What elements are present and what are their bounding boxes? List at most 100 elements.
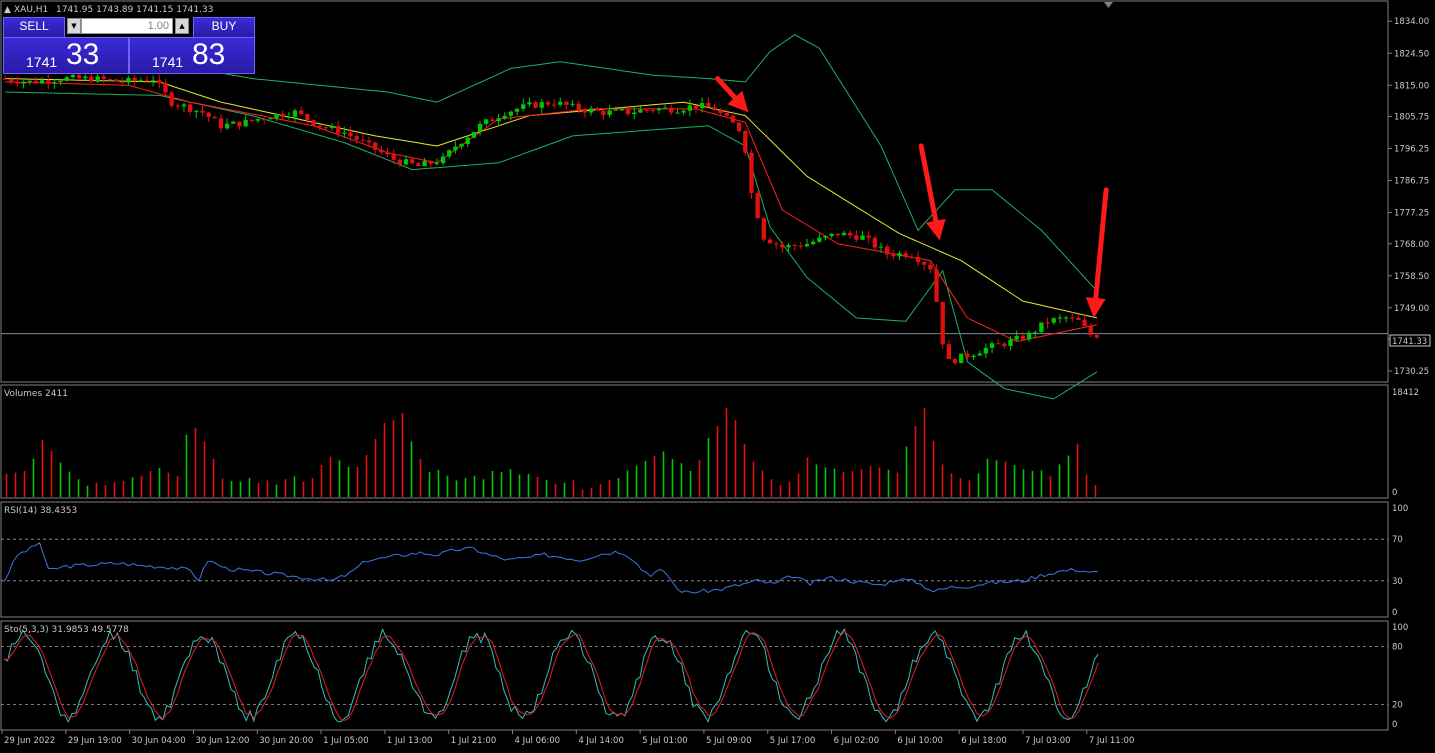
- rsi-axis-label: 100: [1392, 504, 1408, 514]
- time-axis-label: 29 Jun 19:00: [68, 736, 122, 746]
- sto-main-line: [3, 627, 1099, 723]
- time-axis-label: 29 Jun 2022: [4, 736, 55, 746]
- candle-body: [113, 79, 119, 82]
- rsi-axis-label: 70: [1392, 535, 1403, 545]
- candle-body: [767, 239, 773, 244]
- sto-axis-label: 0: [1392, 720, 1397, 730]
- candle-body: [70, 74, 76, 78]
- lot-decrease-button[interactable]: ▼: [67, 18, 81, 34]
- candle-body: [360, 139, 366, 141]
- candle-body: [46, 80, 51, 84]
- candle-body: [292, 110, 298, 117]
- candle-body: [601, 110, 606, 115]
- candle-body: [625, 109, 631, 115]
- candle-body: [323, 127, 329, 129]
- candle-body: [342, 132, 347, 134]
- candle-body: [533, 102, 538, 108]
- price-axis-label: 1796.25: [1394, 145, 1429, 155]
- time-axis-label: 7 Jul 11:00: [1089, 736, 1135, 746]
- candle-body: [39, 80, 45, 84]
- candle-body: [502, 115, 507, 119]
- candle-body: [514, 108, 520, 112]
- sell-button[interactable]: SELL: [3, 17, 65, 37]
- one-click-trading-panel: SELL ▼ ▲ BUY 1741 33 1741 83: [3, 17, 255, 74]
- candle-body: [730, 115, 736, 123]
- lot-size-input[interactable]: [81, 18, 173, 34]
- candle-body: [915, 256, 921, 263]
- annotation-arrow-head: [1085, 297, 1106, 318]
- volume-panel-frame: [0, 384, 1389, 499]
- candle-body: [989, 343, 995, 348]
- candle-body: [83, 76, 88, 79]
- candle-body: [280, 113, 285, 117]
- candle-body: [268, 118, 273, 120]
- candle-body: [1033, 332, 1038, 334]
- candle-body: [1088, 325, 1093, 336]
- candle-body: [848, 232, 853, 236]
- buy-button[interactable]: BUY: [193, 17, 255, 37]
- candle-body: [693, 105, 699, 108]
- candle-body: [712, 107, 717, 111]
- candle-body: [132, 77, 137, 81]
- candle-body: [558, 101, 563, 105]
- price-axis-label: 1730.25: [1394, 367, 1429, 377]
- shift-marker-icon[interactable]: [1104, 2, 1113, 8]
- candle-body: [465, 137, 470, 145]
- candle-body: [169, 92, 174, 106]
- candle-body: [909, 256, 915, 258]
- sto-axis-label: 80: [1392, 642, 1403, 652]
- candle-body: [459, 144, 464, 147]
- moving-average-fast: [5, 81, 1098, 343]
- candle-body: [274, 113, 279, 119]
- candle-body: [422, 161, 427, 167]
- candle-body: [632, 112, 637, 115]
- candle-body: [1057, 317, 1063, 319]
- candle-body: [1051, 318, 1056, 323]
- candle-body: [749, 152, 754, 193]
- candle-body: [107, 79, 113, 81]
- candle-body: [527, 102, 532, 105]
- candle-body: [206, 112, 211, 117]
- candle-body: [484, 119, 489, 124]
- rsi-line: [3, 542, 1098, 594]
- candle-body: [126, 77, 131, 83]
- candle-body: [699, 102, 705, 108]
- sell-price-button[interactable]: 1741 33: [3, 37, 129, 74]
- candle-body: [1045, 322, 1050, 324]
- chart-symbol: XAU,H1: [14, 5, 48, 15]
- price-axis-label: 1758.50: [1394, 272, 1429, 282]
- candle-body: [76, 74, 82, 79]
- candle-body: [823, 236, 828, 238]
- candle-body: [656, 108, 662, 111]
- candle-body: [835, 233, 840, 236]
- candle-body: [595, 108, 600, 111]
- time-axis-label: 6 Jul 10:00: [897, 736, 943, 746]
- time-axis-label: 30 Jun 04:00: [132, 736, 186, 746]
- sto-axis-label: 20: [1392, 701, 1403, 711]
- candle-body: [965, 353, 970, 358]
- candle-body: [120, 81, 125, 83]
- candle-body: [811, 241, 816, 245]
- rsi-plot: [1, 538, 1388, 594]
- candle-body: [262, 119, 267, 121]
- candle-body: [305, 114, 310, 121]
- stochastic-plot: [1, 627, 1388, 723]
- current-price-label: 1741.33: [1392, 337, 1427, 347]
- sto-axis-label: 100: [1392, 623, 1408, 633]
- buy-price-button[interactable]: 1741 83: [129, 37, 255, 74]
- annotation-arrow-shaft: [918, 143, 939, 224]
- time-axis-label: 5 Jul 01:00: [642, 736, 688, 746]
- candle-body: [224, 123, 230, 129]
- candle-body: [650, 110, 655, 112]
- candle-body: [576, 103, 581, 111]
- candle-body: [996, 343, 1001, 345]
- candle-body: [662, 107, 668, 109]
- volume-axis-label: 18412: [1392, 388, 1419, 398]
- candle-body: [243, 119, 248, 127]
- lot-increase-button[interactable]: ▲: [175, 18, 189, 34]
- rsi-axis-label: 30: [1392, 577, 1403, 587]
- candle-body: [336, 126, 341, 134]
- candle-body: [891, 254, 896, 257]
- candle-body: [200, 110, 205, 113]
